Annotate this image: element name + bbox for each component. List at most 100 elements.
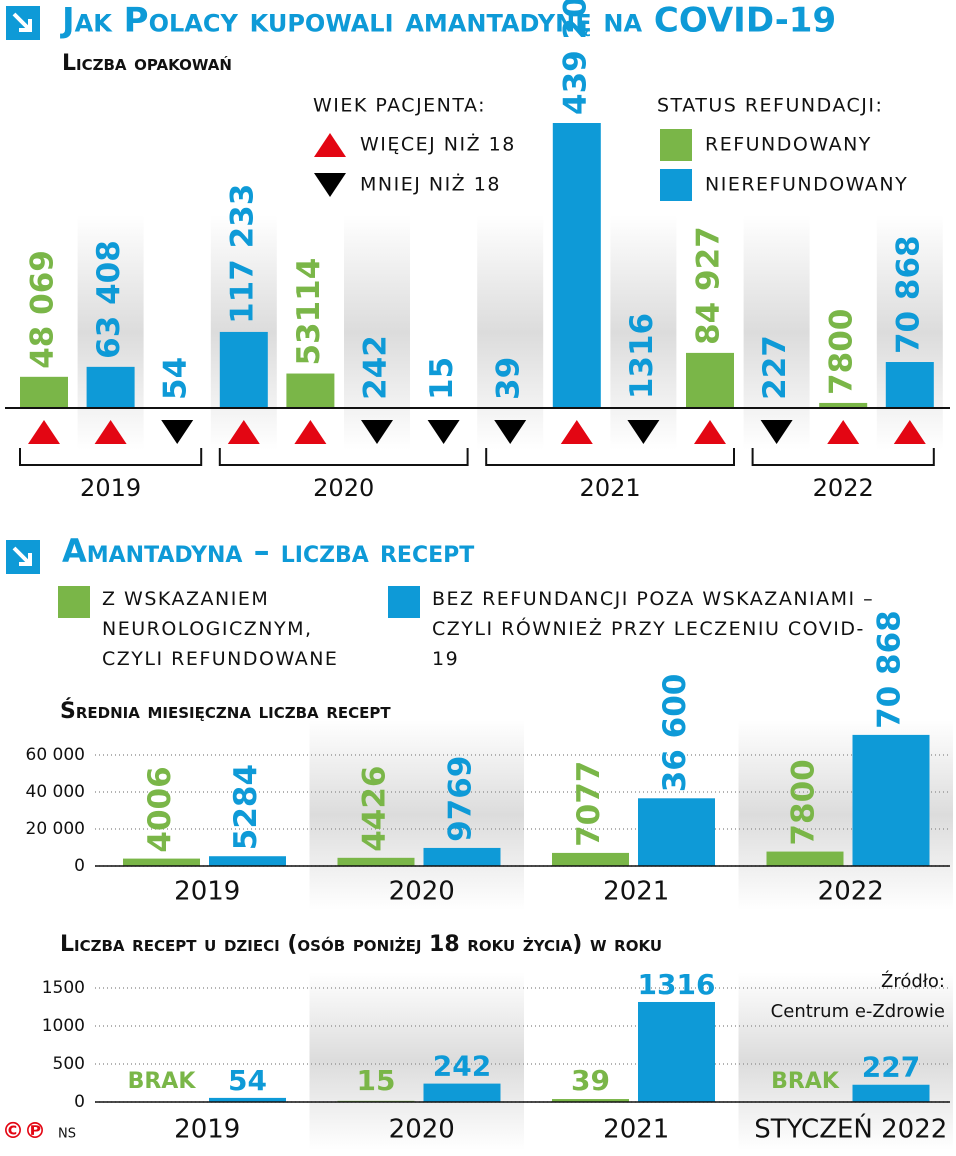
bar xyxy=(86,366,135,408)
bar xyxy=(686,352,734,408)
bar xyxy=(852,1084,930,1102)
bar xyxy=(423,1083,501,1102)
age-marker xyxy=(28,420,60,444)
bar xyxy=(638,1001,715,1102)
value-label: 4006 xyxy=(142,766,178,852)
age-marker xyxy=(694,420,726,444)
bar xyxy=(552,852,629,866)
x-tick-label: 2019 xyxy=(174,1115,240,1145)
group-label: 2021 xyxy=(580,474,641,502)
source: Centrum e-Zdrowie xyxy=(771,1001,945,1022)
value-label: 1316 xyxy=(624,313,660,399)
legend-swatch xyxy=(660,129,692,161)
bar xyxy=(852,734,930,866)
column-shade xyxy=(477,215,544,450)
age-marker xyxy=(361,420,393,444)
value-label: 227 xyxy=(757,335,793,400)
bar xyxy=(552,1099,629,1102)
x-tick-label: 2021 xyxy=(603,877,669,907)
x-tick-label: STYCZEŃ 2022 xyxy=(754,1113,947,1145)
section-title: Amantadyna – liczba recept xyxy=(62,532,474,570)
icon-arrow xyxy=(12,546,32,566)
legend-swatch xyxy=(58,586,90,618)
value-label: 48 069 xyxy=(25,250,61,369)
column-shade xyxy=(743,215,810,450)
legend-label: Z WSKAZANIEM NEUROLOGICZNYM, CZYLI REFUN… xyxy=(102,588,339,670)
legend-label: NIEREFUNDOWANY xyxy=(705,174,908,196)
age-marker xyxy=(627,420,660,444)
group-bracket xyxy=(19,448,203,466)
credit: NS xyxy=(58,1127,76,1142)
bar xyxy=(209,1097,286,1102)
bar xyxy=(337,857,415,866)
value-label: 84 927 xyxy=(691,226,727,345)
value-label: 70 868 xyxy=(872,610,908,729)
value-label: 15 xyxy=(357,1064,396,1097)
y-tick-label: 60 000 xyxy=(26,745,85,765)
legend-label: MNIEJ NIŻ 18 xyxy=(360,173,501,196)
value-label: 53114 xyxy=(291,258,327,366)
column-shade xyxy=(309,972,524,1150)
group-label: 2022 xyxy=(813,474,874,502)
age-marker xyxy=(760,420,793,444)
column-shade xyxy=(876,215,943,450)
column-shade xyxy=(309,720,524,910)
value-label: 7800 xyxy=(786,759,822,845)
value-label: 4426 xyxy=(357,766,393,852)
chart-title: Jak Polacy kupowali amantadynę na COVID-… xyxy=(60,1,836,41)
group-bracket xyxy=(485,448,735,466)
value-label: 439 202 xyxy=(557,0,593,115)
bar xyxy=(219,331,268,408)
credit-symbols: ©℗ xyxy=(2,1119,46,1144)
bar xyxy=(209,856,286,866)
legend-marker xyxy=(314,173,346,197)
bar xyxy=(423,847,501,866)
y-tick-label: 0 xyxy=(74,856,85,876)
bar xyxy=(20,376,68,408)
value-label: 63 408 xyxy=(91,240,127,359)
group-bracket xyxy=(218,448,469,466)
age-marker xyxy=(560,420,593,444)
group-label: 2020 xyxy=(313,474,374,502)
age-marker xyxy=(893,420,926,444)
value-label: 7800 xyxy=(824,309,860,395)
bar xyxy=(286,373,335,408)
column-shade xyxy=(344,215,410,450)
legend-label: REFUNDOWANY xyxy=(705,134,872,156)
y-tick-label: 1500 xyxy=(42,978,85,998)
bar xyxy=(766,851,844,866)
value-label: 36 600 xyxy=(657,674,693,793)
y-tick-label: 0 xyxy=(74,1092,85,1112)
column-shade xyxy=(610,215,677,450)
value-label: 242 xyxy=(433,1050,491,1083)
legend-swatch xyxy=(660,169,692,201)
legend-title: STATUS REFUNDACJI: xyxy=(657,95,883,117)
age-marker xyxy=(427,420,460,444)
age-marker xyxy=(161,420,194,444)
value-label: 70 868 xyxy=(890,235,926,354)
value-label: 15 xyxy=(424,357,460,400)
x-tick-label: 2020 xyxy=(389,1115,455,1145)
group-label: 2019 xyxy=(80,474,141,502)
legend-swatch xyxy=(388,586,420,618)
chart-title: Średnia miesięczna liczba recept xyxy=(60,698,391,724)
age-marker xyxy=(827,420,860,444)
x-tick-label: 2020 xyxy=(389,877,455,907)
y-tick-label: 1000 xyxy=(42,1016,85,1036)
legend-label: BEZ REFUNDANCJI POZA WSKAZANIAMI – CZYLI… xyxy=(432,588,875,670)
bar xyxy=(819,402,868,408)
value-label: 227 xyxy=(862,1051,920,1084)
column-shade xyxy=(738,972,953,1150)
age-marker xyxy=(227,420,260,444)
legend-marker xyxy=(314,133,346,157)
bar xyxy=(123,858,200,866)
value-label: 54 xyxy=(228,1064,267,1097)
y-tick-label: 20 000 xyxy=(26,819,85,839)
value-label: 39 xyxy=(571,1064,610,1097)
x-tick-label: 2021 xyxy=(603,1115,669,1145)
value-label: 242 xyxy=(358,335,394,400)
value-label: 54 xyxy=(158,357,194,400)
bar xyxy=(552,123,601,408)
group-bracket xyxy=(751,448,935,466)
